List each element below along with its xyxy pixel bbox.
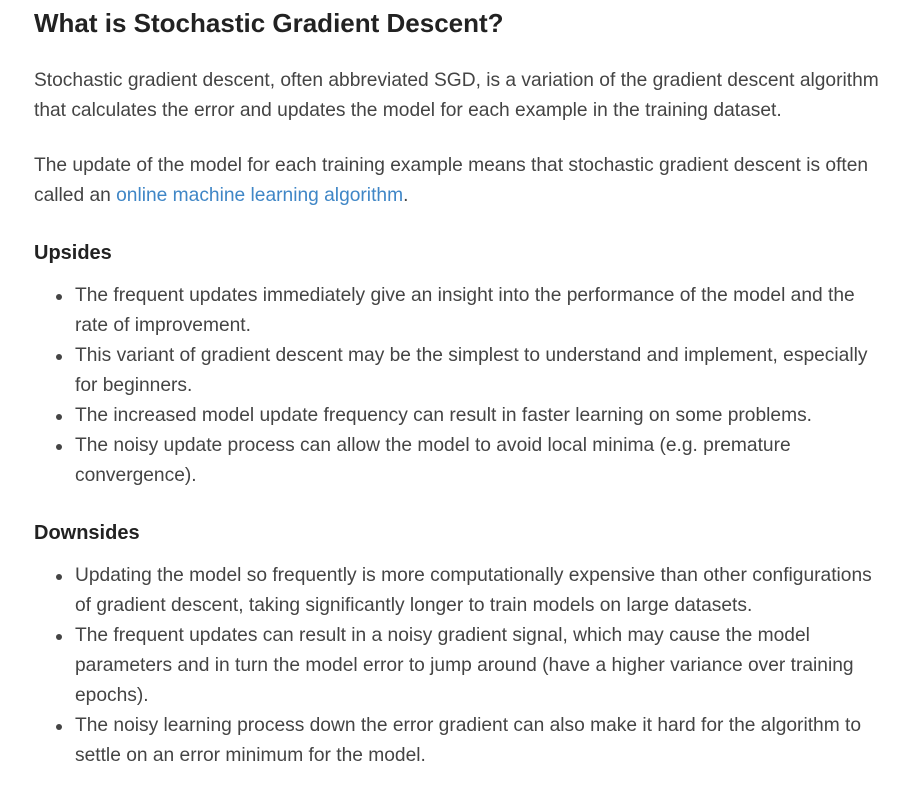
paragraph-text-before-link: The update of the model for each trainin… <box>34 155 869 206</box>
list-item-text: The frequent updates immediately give an… <box>75 285 855 336</box>
list-item-text: This variant of gradient descent may be … <box>75 345 868 396</box>
online-learning-paragraph: The update of the model for each trainin… <box>34 151 890 211</box>
list-item-text: The noisy learning process down the erro… <box>75 715 862 766</box>
bullet-icon <box>56 444 62 450</box>
list-item-text: The increased model update frequency can… <box>75 405 812 426</box>
bullet-icon <box>56 294 62 300</box>
downsides-heading: Downsides <box>34 522 140 544</box>
bullet-icon <box>56 414 62 420</box>
list-item-text: The noisy update process can allow the m… <box>75 435 791 486</box>
downsides-list: Updating the model so frequently is more… <box>34 561 890 771</box>
list-item-text: The frequent updates can result in a noi… <box>75 625 854 706</box>
list-item: The frequent updates can result in a noi… <box>56 621 890 711</box>
bullet-icon <box>56 574 62 580</box>
list-item-text: Updating the model so frequently is more… <box>75 565 872 616</box>
list-item: Updating the model so frequently is more… <box>56 561 890 621</box>
article-content: What is Stochastic Gradient Descent? Sto… <box>34 8 890 771</box>
bullet-icon <box>56 354 62 360</box>
upsides-list: The frequent updates immediately give an… <box>34 281 890 491</box>
upsides-heading: Upsides <box>34 242 112 264</box>
list-item: The noisy update process can allow the m… <box>56 431 890 491</box>
bullet-icon <box>56 724 62 730</box>
list-item: The frequent updates immediately give an… <box>56 281 890 341</box>
list-item: The increased model update frequency can… <box>56 401 890 431</box>
online-machine-learning-link[interactable]: online machine learning algorithm <box>116 185 404 206</box>
paragraph-text-after-link: . <box>403 185 409 206</box>
intro-paragraph: Stochastic gradient descent, often abbre… <box>34 70 879 121</box>
page-title: What is Stochastic Gradient Descent? <box>34 8 504 38</box>
list-item: The noisy learning process down the erro… <box>56 711 890 771</box>
list-item: This variant of gradient descent may be … <box>56 341 890 401</box>
bullet-icon <box>56 634 62 640</box>
